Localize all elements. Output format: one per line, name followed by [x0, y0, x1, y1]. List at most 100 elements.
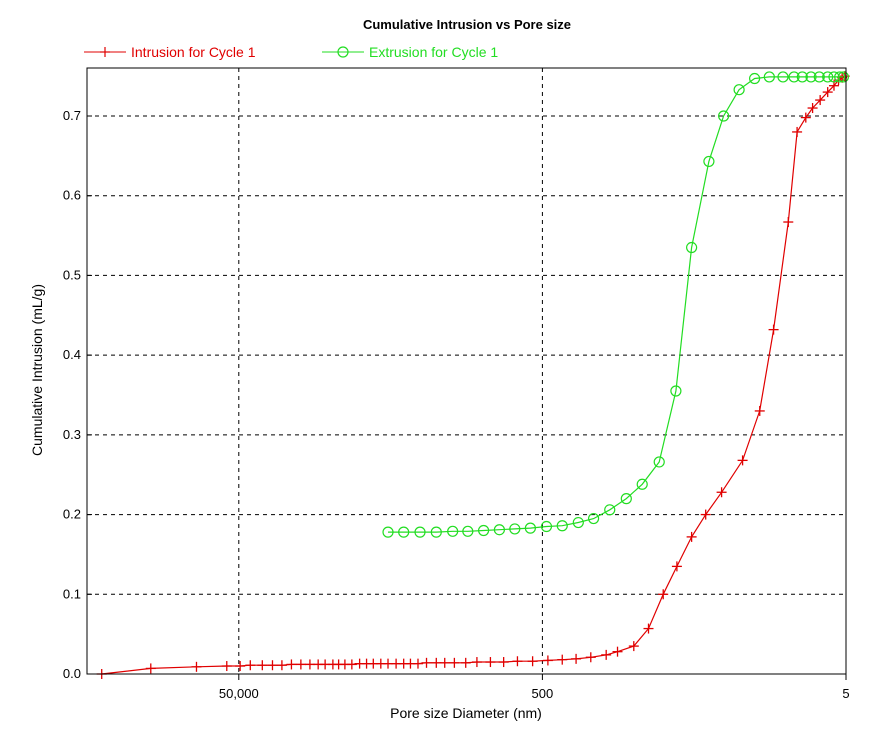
data-point — [471, 657, 482, 668]
y-tick-label: 0.4 — [63, 347, 81, 362]
legend-item-extrusion: Extrusion for Cycle 1 — [322, 44, 498, 60]
data-point — [788, 71, 800, 83]
y-tick-label: 0.3 — [63, 427, 81, 442]
data-point — [221, 661, 232, 672]
data-point — [449, 657, 460, 668]
series-extrusion — [382, 71, 850, 538]
data-point — [754, 405, 765, 416]
data-point — [572, 516, 584, 529]
chart-title: Cumulative Intrusion vs Pore size — [363, 17, 571, 32]
data-point — [813, 71, 825, 83]
data-point — [628, 641, 639, 652]
series-layer — [96, 71, 850, 679]
legend-marker-extrusion — [337, 46, 349, 58]
data-point — [815, 95, 826, 106]
data-point — [700, 509, 711, 520]
data-point — [439, 657, 450, 668]
data-point — [412, 658, 423, 669]
data-point — [686, 531, 697, 542]
x-axis-label: Pore size Diameter (nm) — [390, 705, 542, 721]
data-point — [792, 126, 803, 137]
data-point — [257, 660, 268, 671]
series-line — [101, 75, 846, 675]
legend-label-intrusion: Intrusion for Cycle 1 — [131, 44, 256, 60]
data-point — [498, 657, 509, 668]
legend-label-extrusion: Extrusion for Cycle 1 — [369, 44, 498, 60]
data-point — [527, 656, 538, 667]
data-point — [477, 524, 490, 537]
data-point — [601, 649, 612, 660]
series-intrusion — [96, 71, 850, 679]
data-point — [540, 520, 553, 533]
data-point — [485, 657, 496, 668]
data-point — [749, 72, 761, 85]
axes: 0.0 0.1 0.2 0.3 0.4 0.5 0.6 0.7 50,000 500 5 — [63, 67, 850, 701]
data-point — [828, 71, 840, 83]
data-point — [493, 524, 505, 536]
y-tick-label: 0.0 — [63, 666, 81, 681]
data-point — [431, 657, 442, 668]
data-point — [295, 659, 306, 670]
data-point — [556, 520, 568, 532]
data-point — [346, 659, 357, 670]
y-tick-label: 0.2 — [63, 507, 81, 522]
data-point — [421, 657, 432, 668]
data-point — [145, 663, 156, 674]
data-point — [430, 526, 442, 538]
y-tick-label: 0.1 — [63, 586, 81, 601]
legend-item-intrusion: Intrusion for Cycle 1 — [84, 44, 256, 60]
data-point — [604, 504, 616, 516]
data-point — [822, 87, 833, 98]
data-point — [768, 324, 779, 335]
data-point — [587, 512, 600, 525]
data-point — [276, 660, 287, 671]
data-point — [447, 525, 459, 537]
data-point — [653, 456, 665, 468]
data-point — [462, 525, 474, 537]
data-point — [414, 526, 426, 538]
data-point — [834, 71, 846, 83]
data-point — [524, 522, 536, 534]
x-tick-label: 500 — [532, 686, 554, 701]
data-point — [398, 526, 410, 538]
data-point — [286, 659, 297, 670]
data-point — [643, 623, 654, 634]
plot-frame — [86, 67, 847, 675]
data-point — [796, 71, 808, 83]
data-point — [191, 661, 202, 672]
data-point — [777, 71, 789, 83]
data-point — [636, 478, 648, 490]
grid — [87, 68, 846, 674]
data-point — [620, 493, 632, 505]
data-point — [783, 217, 794, 228]
data-point — [805, 71, 817, 83]
data-point — [512, 656, 523, 667]
data-point — [542, 655, 553, 666]
data-point — [733, 84, 745, 96]
data-point — [612, 646, 623, 657]
legend: Intrusion for Cycle 1 Extrusion for Cycl… — [84, 44, 498, 60]
data-point — [585, 652, 596, 663]
series-line — [388, 76, 844, 533]
x-tick-label: 50,000 — [219, 686, 259, 701]
data-point — [716, 487, 727, 498]
data-point — [670, 385, 682, 397]
data-point — [509, 523, 521, 535]
y-tick-label: 0.7 — [63, 108, 81, 123]
data-point — [718, 110, 730, 122]
data-point — [822, 71, 834, 83]
y-tick-label: 0.6 — [63, 188, 81, 203]
data-point — [800, 112, 811, 123]
data-point — [763, 71, 775, 83]
data-point — [460, 657, 471, 668]
data-point — [571, 653, 582, 664]
data-point — [671, 561, 682, 572]
data-point — [245, 660, 256, 671]
data-point — [382, 526, 394, 538]
x-tick-label: 5 — [842, 686, 849, 701]
data-point — [658, 589, 669, 600]
y-axis-label: Cumulative Intrusion (mL/g) — [29, 284, 45, 456]
data-point — [737, 455, 748, 466]
data-point — [686, 241, 698, 254]
